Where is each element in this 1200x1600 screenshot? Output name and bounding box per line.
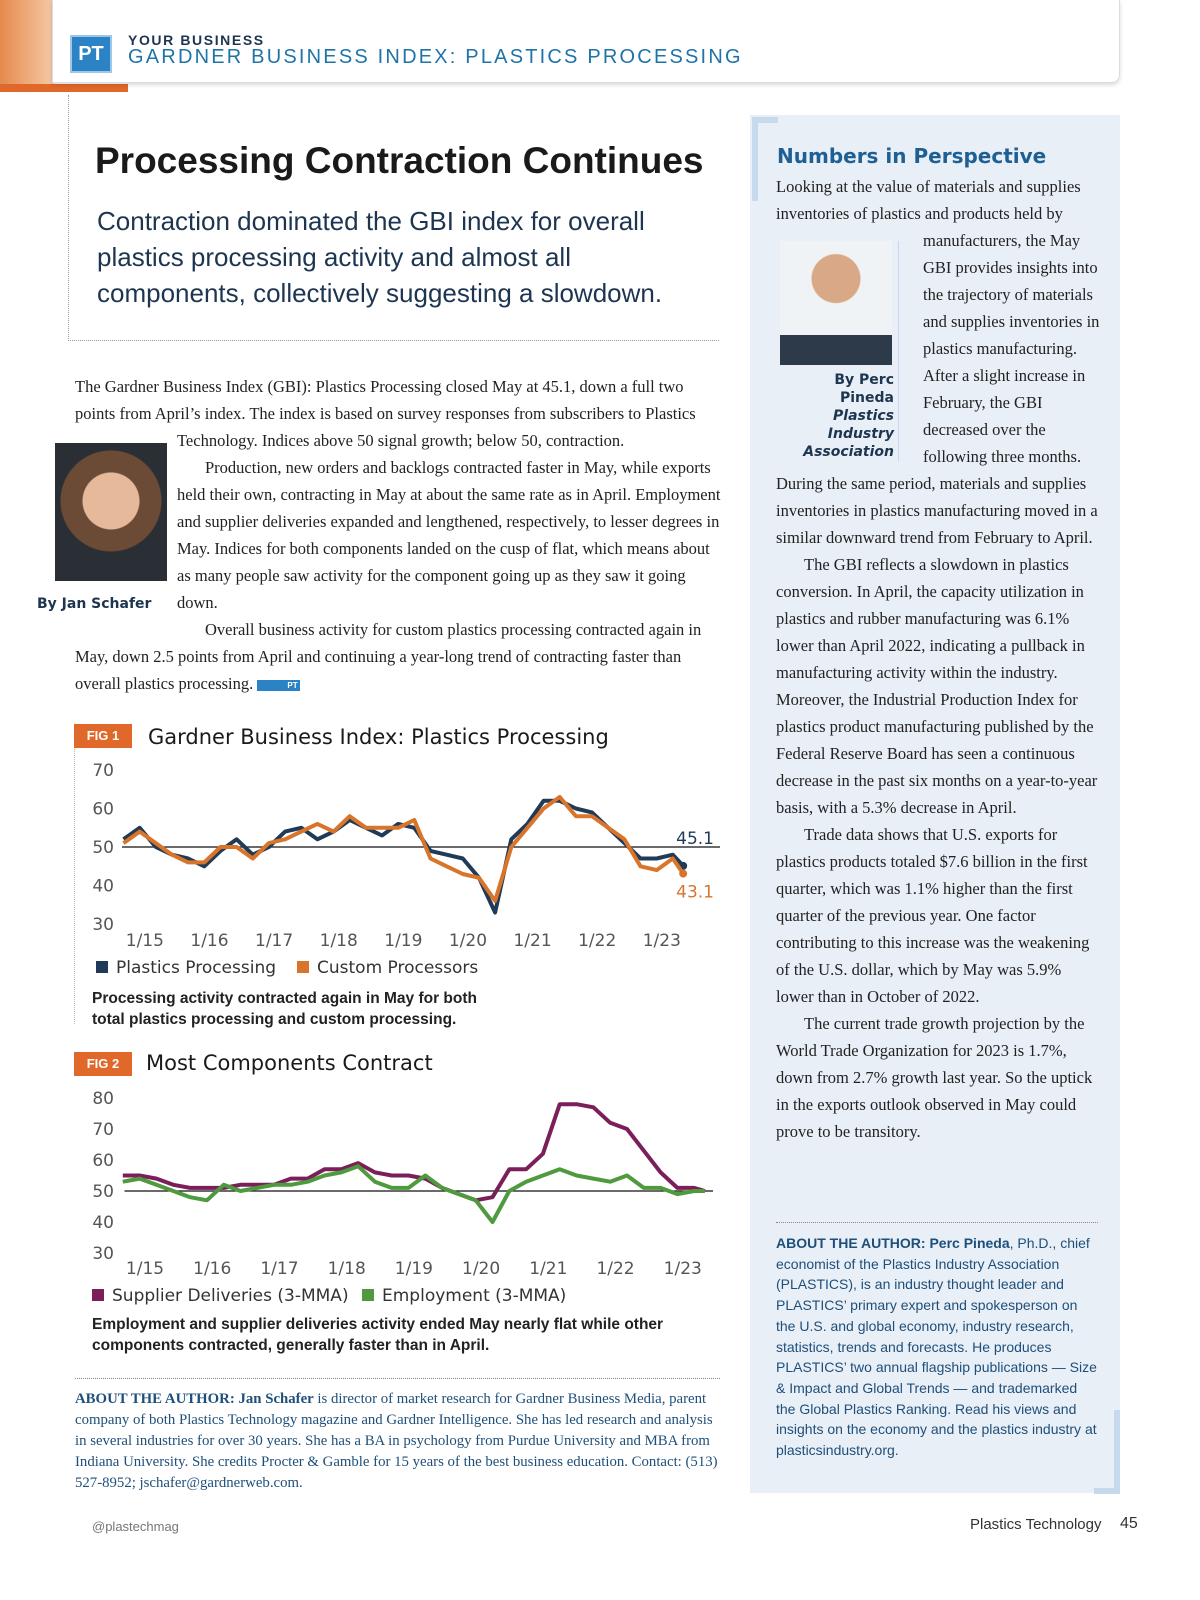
photo-image: [780, 241, 892, 365]
author-photo: By Jan Schafer: [37, 443, 167, 618]
y-tick-label: 70: [92, 1120, 114, 1140]
about-label: ABOUT THE AUTHOR:: [776, 1235, 926, 1251]
paragraph: The current trade growth projection by t…: [776, 1014, 1093, 1141]
about-name: Perc Pineda: [929, 1235, 1010, 1251]
legend-label: Employment (3-MMA): [382, 1286, 566, 1306]
author-byline: By Jan Schafer: [37, 596, 152, 612]
y-tick-label: 60: [92, 800, 114, 820]
sidebar-byline: By Perc Pineda: [834, 372, 894, 406]
about-label: ABOUT THE AUTHOR:: [75, 1391, 235, 1407]
paragraph-text: Overall business activity for custom pla…: [75, 620, 702, 693]
x-tick-label: 1/15: [126, 1259, 164, 1279]
y-tick-label: 40: [92, 1213, 114, 1233]
x-tick-label: 1/19: [395, 1259, 433, 1279]
end-mark: PT: [257, 679, 300, 691]
paragraph: Overall business activity for custom pla…: [75, 616, 725, 697]
about-name: Jan Schafer: [238, 1391, 314, 1407]
x-tick-label: 1/16: [190, 931, 228, 951]
footer-handle: @plastechmag: [92, 1519, 179, 1534]
photo-image: [55, 443, 167, 581]
x-tick-label: 1/15: [126, 931, 164, 951]
paragraph: Trade data shows that U.S. exports for p…: [776, 825, 1090, 1006]
sidebar-body: By Perc Pineda Plastics Industry Associa…: [776, 173, 1100, 1145]
legend-label: Plastics Processing: [116, 958, 276, 978]
x-tick-label: 1/21: [529, 1259, 567, 1279]
y-tick-label: 30: [92, 915, 114, 935]
sidebar-corner: [1094, 1410, 1120, 1494]
y-tick-label: 30: [92, 1244, 114, 1264]
legend-swatch: [362, 1289, 374, 1301]
section-label: YOUR BUSINESS: [128, 32, 265, 48]
x-tick-label: 1/17: [255, 931, 293, 951]
legend-label: Custom Processors: [317, 958, 478, 978]
sidebar-about: ABOUT THE AUTHOR: Perc Pineda, Ph.D., ch…: [776, 1222, 1098, 1461]
series-line: [122, 795, 685, 903]
title-frame: [68, 95, 719, 341]
x-tick-label: 1/23: [643, 931, 681, 951]
x-tick-label: 1/22: [578, 931, 616, 951]
x-tick-label: 1/22: [596, 1259, 634, 1279]
x-tick-label: 1/20: [449, 931, 487, 951]
x-tick-label: 1/17: [260, 1259, 298, 1279]
y-tick-label: 80: [92, 1089, 114, 1109]
x-tick-label: 1/18: [328, 1259, 366, 1279]
value-label: 43.1: [676, 883, 714, 903]
fig-label: FIG 1: [74, 724, 132, 748]
legend-swatch: [92, 1289, 104, 1301]
author-note: ABOUT THE AUTHOR: Jan Schafer is directo…: [75, 1378, 720, 1494]
header-box: [52, 0, 1120, 83]
about-text: is director of market research for Gardn…: [75, 1391, 718, 1491]
legend-swatch: [96, 961, 108, 973]
x-tick-label: 1/16: [193, 1259, 231, 1279]
fig-label: FIG 2: [74, 1052, 132, 1076]
header-bar: [0, 84, 128, 92]
paragraph: Looking at the value of materials and su…: [776, 177, 1100, 547]
y-tick-label: 50: [92, 1182, 114, 1202]
x-tick-label: 1/20: [462, 1259, 500, 1279]
paragraph: Production, new orders and backlogs cont…: [177, 458, 721, 612]
about-text: , Ph.D., chief economist of the Plastics…: [776, 1235, 1097, 1459]
y-tick-label: 70: [92, 761, 114, 781]
legend-swatch: [297, 961, 309, 973]
article-body: By Jan Schafer The Gardner Business Inde…: [37, 373, 725, 697]
value-label: 45.1: [676, 829, 714, 849]
paragraph: The Gardner Business Index (GBI): Plasti…: [75, 377, 696, 450]
chart-caption: Employment and supplier deliveries activ…: [92, 1316, 664, 1354]
x-tick-label: 1/19: [384, 931, 422, 951]
sidebar-title: Numbers in Perspective: [777, 144, 1047, 168]
logo: PT: [70, 35, 112, 73]
legend-label: Supplier Deliveries (3-MMA): [112, 1286, 349, 1306]
y-tick-label: 60: [92, 1151, 114, 1171]
x-tick-label: 1/18: [320, 931, 358, 951]
header-accent: [0, 0, 54, 92]
y-tick-label: 50: [92, 838, 114, 858]
page-number: 45: [1120, 1515, 1138, 1532]
footer-magazine: Plastics Technology: [970, 1516, 1102, 1533]
x-tick-label: 1/23: [664, 1259, 702, 1279]
chart-title: Most Components Contract: [146, 1051, 433, 1075]
paragraph: The GBI reflects a slowdown in plastics …: [776, 555, 1098, 817]
article-title: Processing Contraction Continues: [95, 140, 704, 181]
chart-caption: Processing activity contracted again in …: [92, 990, 478, 1028]
article-deck: Contraction dominated the GBI index for …: [97, 206, 663, 308]
end-point: [679, 869, 688, 878]
series-line: [122, 1164, 705, 1224]
sidebar-byline-org: Plastics Industry Association: [803, 408, 894, 460]
x-tick-label: 1/21: [513, 931, 551, 951]
fig-rule: [74, 724, 76, 1024]
sidebar-photo: By Perc Pineda Plastics Industry Associa…: [776, 241, 899, 461]
chart-title: Gardner Business Index: Plastics Process…: [148, 725, 609, 749]
sidebar-corner: [752, 117, 778, 201]
y-tick-label: 40: [92, 877, 114, 897]
section-title: GARDNER BUSINESS INDEX: PLASTICS PROCESS…: [128, 46, 743, 68]
